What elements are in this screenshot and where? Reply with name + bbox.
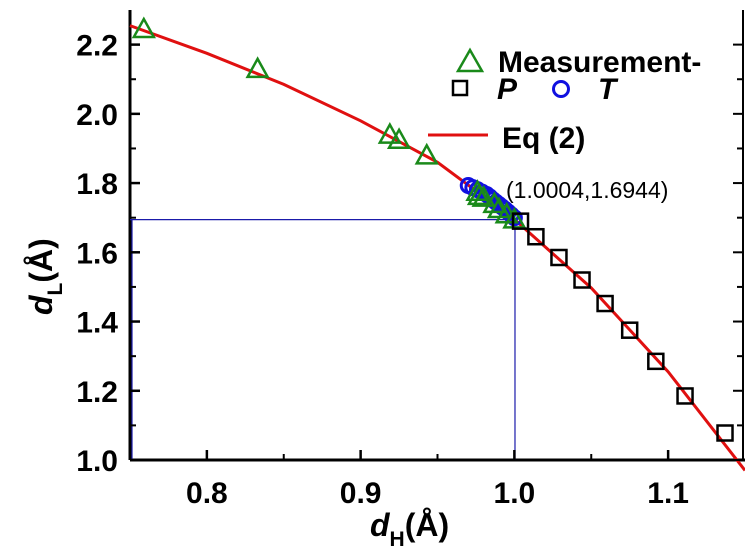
annotation-label: (1.0004,1.6944) <box>506 177 668 203</box>
legend-label-p: P <box>497 73 518 106</box>
y-tick-label: 1.0 <box>76 445 118 478</box>
legend: Measurement- P T Eq (2) <box>428 46 701 155</box>
x-axis-title-unit: (Å) <box>405 507 449 543</box>
y-tick-label: 1.6 <box>76 237 118 270</box>
x-axis-title-main: d <box>370 507 391 543</box>
x-tick-label: 1.0 <box>494 477 536 510</box>
legend-entry-eq2: Eq (2) <box>428 122 585 155</box>
x-tick-label: 0.8 <box>186 477 228 510</box>
p-point <box>648 354 663 369</box>
y-axis-title-unit: (Å) <box>23 238 59 282</box>
y-tick-label: 1.4 <box>76 307 118 340</box>
x-axis-title: dH(Å) <box>370 507 449 551</box>
y-tick-label: 1.2 <box>76 376 118 409</box>
y-axis-title-main: d <box>23 294 59 315</box>
y-axis-title: dL(Å) <box>23 238 67 315</box>
y-axis-ticks: 1.0 1.2 1.4 1.6 1.8 2.0 2.2 <box>76 30 743 478</box>
x-tick-label: 1.1 <box>647 477 689 510</box>
eq2-curve <box>130 26 745 471</box>
y-axis-title-sub: L <box>44 282 67 295</box>
markers <box>134 19 733 440</box>
legend-label-t: T <box>598 73 619 106</box>
y-tick-label: 2.0 <box>76 99 118 132</box>
fit-line <box>130 26 745 471</box>
y-tick-label: 2.2 <box>76 30 118 63</box>
x-tick-label: 0.9 <box>340 477 382 510</box>
y-tick-label: 1.8 <box>76 168 118 201</box>
legend-label-eq2: Eq (2) <box>502 122 585 155</box>
legend-square-marker <box>453 81 467 95</box>
legend-entry-p: P <box>453 73 518 106</box>
reference-lines <box>130 220 515 460</box>
legend-circle-marker <box>554 82 569 97</box>
legend-entry-measurement: Measurement- <box>458 46 701 79</box>
legend-triangle-marker <box>458 50 482 71</box>
x-axis-title-sub: H <box>390 528 405 551</box>
